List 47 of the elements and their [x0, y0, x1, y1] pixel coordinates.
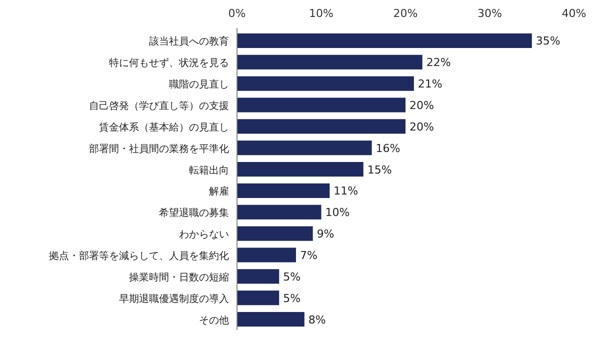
bar [237, 248, 296, 262]
y-tick-label: 解雇 [209, 186, 229, 198]
bar [237, 226, 313, 241]
bar [237, 54, 422, 70]
data-label: 15% [367, 163, 392, 176]
data-label: 7% [300, 249, 318, 262]
data-label: 16% [376, 142, 400, 155]
x-tick-label: 20% [393, 7, 418, 20]
y-tick-label: 部署間・社員間の業務を平準化 [89, 142, 229, 155]
bar [237, 269, 280, 284]
y-tick-label: 転籍出向 [189, 164, 229, 176]
bar [237, 98, 406, 112]
data-label: 9% [316, 228, 334, 241]
y-tick-label: 該当社員への教育 [149, 36, 229, 48]
bar [237, 204, 322, 220]
y-tick-label: 自己啓発（学び直し等）の支援 [89, 100, 229, 112]
y-tick-label: 操業時間・日数の短縮 [129, 271, 229, 284]
data-label: 5% [283, 292, 301, 305]
x-tick-label: 40% [562, 7, 586, 20]
data-label: 20% [410, 99, 434, 112]
x-tick-label: 0% [228, 7, 246, 20]
y-tick-label: その他 [199, 314, 229, 326]
bar [237, 33, 532, 48]
data-label: 5% [283, 270, 301, 284]
y-tick-label: 職階の見直し [169, 78, 229, 91]
bar [237, 312, 304, 327]
y-tick-label: わからない [179, 230, 229, 241]
data-label: 35% [536, 34, 560, 48]
bar [237, 290, 280, 306]
bar [237, 76, 414, 91]
x-tick-label: 10% [309, 7, 334, 20]
bar [237, 183, 330, 198]
data-label: 11% [334, 184, 358, 198]
data-label: 8% [308, 313, 326, 326]
y-tick-label: 早期退職優遇制度の導入 [119, 292, 229, 305]
data-label: 22% [426, 56, 451, 70]
y-tick-label: 拠点・部署等を減らして、人員を集約化 [49, 250, 229, 262]
y-tick-label: 希望退職の募集 [159, 207, 229, 220]
x-tick-label: 30% [478, 7, 502, 20]
bar [237, 119, 406, 134]
bar [237, 140, 372, 156]
y-tick-label: 特に何もせず、状況を見る [109, 57, 229, 70]
data-label: 20% [410, 120, 434, 134]
data-label: 10% [325, 206, 350, 220]
data-label: 21% [418, 78, 442, 91]
bar [237, 162, 364, 177]
y-tick-label: 賃金体系（基本給）の見直し [99, 121, 229, 134]
